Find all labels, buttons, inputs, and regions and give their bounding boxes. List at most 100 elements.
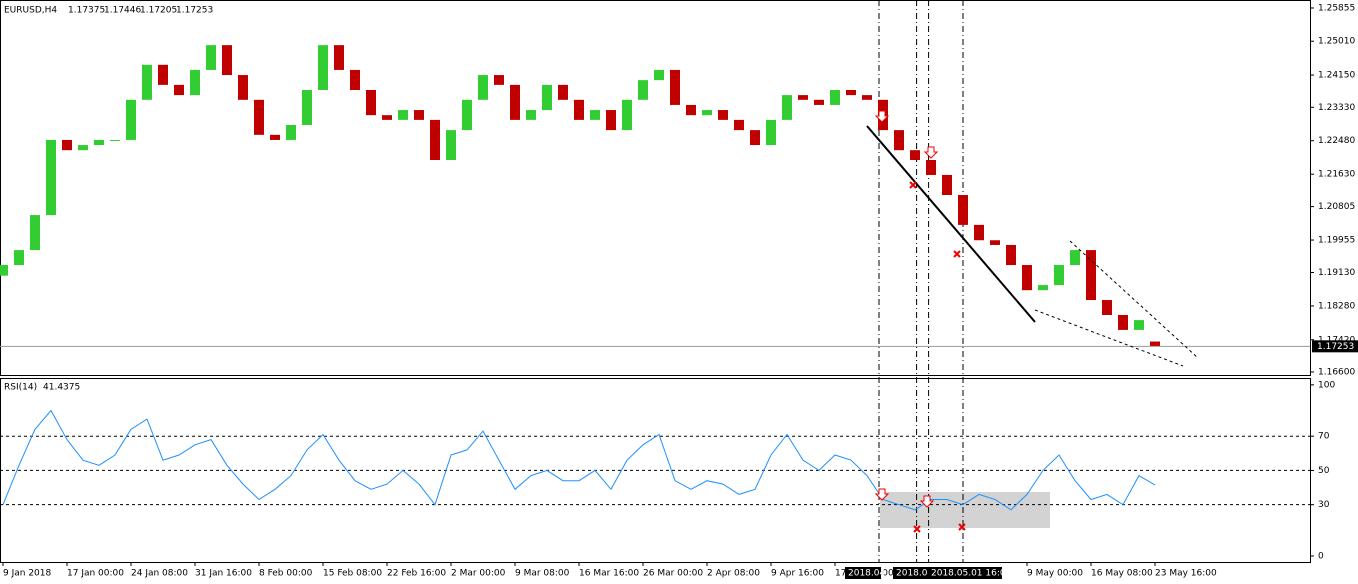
candle [126,99,136,140]
candle [942,174,952,196]
x-tick-label: 9 Apr 16:00 [771,569,824,579]
y-tick-label: 50 [1318,466,1330,476]
candle [494,75,504,85]
date-box [928,567,1002,579]
candle [142,64,152,100]
price-box [1312,340,1358,353]
ohlc-close: 1.17253 [176,6,213,16]
ohlc-low: 1.17205 [140,6,177,16]
date-label: 2018.04 [896,569,933,579]
candle [718,110,728,120]
candle [686,104,696,116]
x-tick-label: 17 Jan 00:00 [67,569,124,579]
y-tick-label: 0 [1318,552,1324,562]
x-tick-label: 2 Mar 00:00 [451,569,506,579]
y-tick-label: 1.25010 [1318,37,1355,47]
x-tick-label: 15 Feb 08:00 [323,569,382,579]
candle [430,119,440,161]
candle [862,95,872,100]
trend-line [866,125,1036,323]
y-tick-label: 1.19955 [1318,236,1355,246]
candle [846,89,856,96]
y-tick-label: 1.19130 [1318,268,1355,278]
ohlc-high: 1.17446 [104,6,141,16]
x-tick-label: 9 Mar 08:00 [515,569,570,579]
candle [1006,244,1016,266]
candle [1134,320,1144,330]
y-tick-label: 1.25855 [1318,3,1355,13]
candle [0,265,8,276]
candle [974,224,984,241]
candle [62,139,72,151]
candle [510,84,520,120]
rsi-zone [880,492,1050,528]
candle [286,125,296,140]
candle [30,215,40,251]
rsi-line [2,409,1156,511]
y-tick-label: 30 [1318,500,1330,510]
candle [382,115,392,120]
channel-line [1069,240,1199,359]
candle [574,99,584,120]
candle [158,64,168,85]
candle [446,130,456,161]
candle [1022,265,1032,291]
candle [542,84,552,111]
candle [14,250,24,266]
y-tick-label: 1.24150 [1318,71,1355,81]
candle [1070,250,1080,266]
date-label: 2018.05.01 16:00 [931,569,1012,579]
y-tick-label: 1.18280 [1318,301,1355,311]
candle [750,130,760,146]
candle [606,110,616,131]
candle [798,95,808,100]
x-tick-label: 31 Jan 16:00 [195,569,252,579]
y-tick-label: 70 [1318,432,1330,442]
price-panel [0,0,1311,376]
x-tick-label: 16 Mar 16:00 [579,569,639,579]
ohlc-open: 1.17375 [68,6,105,16]
candle [414,110,424,120]
candle [206,45,216,70]
candle [622,99,632,131]
candle [174,84,184,96]
candle [782,95,792,120]
candle [814,99,824,105]
candle [1102,300,1112,315]
candle [558,84,568,100]
candle [654,69,664,81]
y-tick-label: 1.17420 [1318,335,1355,345]
candle [94,139,104,146]
x-tick-label: 2 Apr 08:00 [707,569,760,579]
candle [318,45,328,90]
candle [1086,250,1096,301]
date-label: 2018.04 [848,569,885,579]
candle [254,99,264,135]
candle [894,130,904,151]
rsi-value: 41.4375 [43,383,80,393]
date-box [893,567,929,579]
candle [398,110,408,120]
candle [734,119,744,131]
y-tick-label: 1.20805 [1318,202,1355,212]
candle [830,89,840,105]
candle [478,75,488,100]
x-tick-label: 26 Mar 00:00 [643,569,703,579]
x-tick-label: 8 Feb 00:00 [259,569,313,579]
y-tick-label: 1.23330 [1318,103,1355,113]
x-tick-label: 9 May 00:00 [1027,569,1083,579]
candle [638,80,648,100]
y-tick-label: 1.16600 [1318,368,1355,378]
candle [46,139,56,216]
cross-marks [909,181,966,533]
candle [1118,314,1128,330]
symbol: EURUSD,H4 [4,6,57,16]
candle [590,110,600,120]
candle [190,69,200,96]
candle [366,89,376,116]
candle [702,110,712,116]
candle [78,145,88,151]
price-label: 1.17253 [1317,342,1354,352]
candle [926,160,936,175]
candle [990,240,1000,245]
